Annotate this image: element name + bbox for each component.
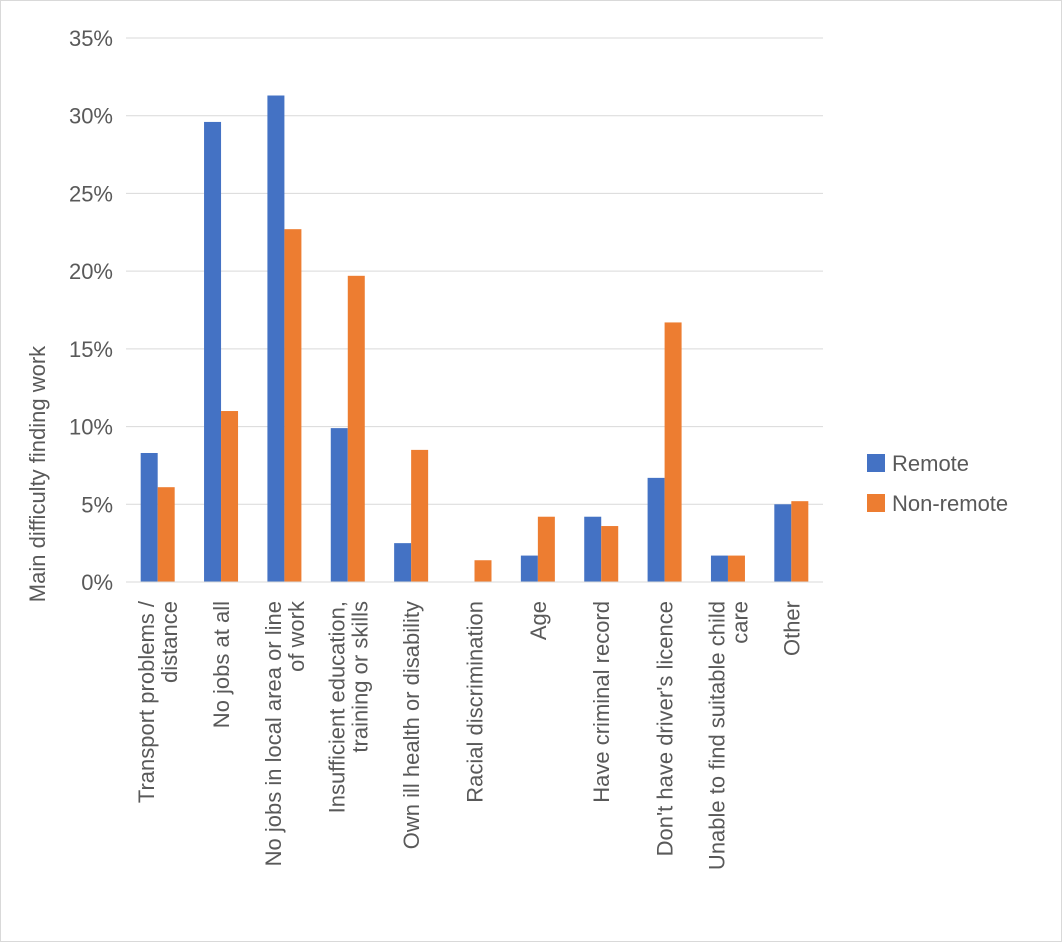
y-tick-label: 0% — [81, 570, 113, 595]
x-category-label: care — [727, 601, 752, 644]
y-tick-label: 30% — [69, 104, 113, 129]
x-category-label: Don't have driver's licence — [653, 601, 678, 856]
bar-remote — [267, 95, 285, 582]
bar-remote — [394, 543, 412, 582]
bar-remote — [647, 477, 665, 582]
bar-non-remote — [221, 411, 239, 582]
x-category-label: Racial discrimination — [463, 601, 488, 803]
bar-non-remote — [411, 449, 429, 582]
bar-non-remote — [537, 516, 555, 582]
bar-remote — [204, 121, 222, 582]
x-category-label: Transport problems / — [134, 600, 159, 803]
bar-remote — [710, 555, 728, 582]
x-category-label: of work — [284, 600, 309, 672]
bar-remote — [330, 428, 348, 582]
legend-swatch — [867, 454, 885, 472]
y-tick-label: 15% — [69, 337, 113, 362]
y-tick-label: 5% — [81, 492, 113, 517]
legend: Remote Non-remote — [867, 451, 1008, 516]
bar-non-remote — [157, 487, 175, 582]
x-category-label: training or skills — [347, 601, 372, 753]
bar-non-remote — [474, 560, 492, 582]
x-category-label: Unable to find suitable child — [704, 601, 729, 870]
x-category-label: Insufficient education, — [324, 601, 349, 813]
bar-remote — [520, 555, 538, 582]
gridlines — [126, 37, 823, 583]
x-category-label: Other — [779, 601, 804, 656]
y-axis-title: Main difficulty finding work — [25, 345, 50, 602]
x-category-label: Age — [526, 601, 551, 640]
x-category-label: distance — [157, 601, 182, 683]
bar-non-remote — [791, 501, 809, 582]
x-category-label: Own ill health or disability — [399, 601, 424, 849]
bar-remote — [584, 516, 602, 582]
x-axis-labels: Transport problems /distance No jobs at a… — [134, 600, 804, 870]
bars — [126, 95, 823, 583]
legend-label: Non-remote — [892, 491, 1008, 516]
bar-remote — [140, 452, 158, 582]
x-category-label: No jobs in local area or line — [261, 601, 286, 866]
x-category-label: No jobs at all — [209, 601, 234, 728]
y-axis-ticks: 0% 5% 10% 15% 20% 25% 30% 35% — [69, 26, 113, 595]
bar-non-remote — [284, 229, 302, 583]
bar-non-remote — [601, 526, 619, 582]
y-tick-label: 35% — [69, 26, 113, 51]
legend-label: Remote — [892, 451, 969, 476]
bar-non-remote — [727, 555, 745, 582]
bar-remote — [774, 504, 792, 582]
y-tick-label: 25% — [69, 181, 113, 206]
bar-non-remote — [664, 322, 682, 582]
bar-non-remote — [347, 275, 365, 582]
x-category-label: Have criminal record — [589, 601, 614, 803]
y-tick-label: 10% — [69, 415, 113, 440]
y-tick-label: 20% — [69, 259, 113, 284]
legend-swatch — [867, 494, 885, 512]
